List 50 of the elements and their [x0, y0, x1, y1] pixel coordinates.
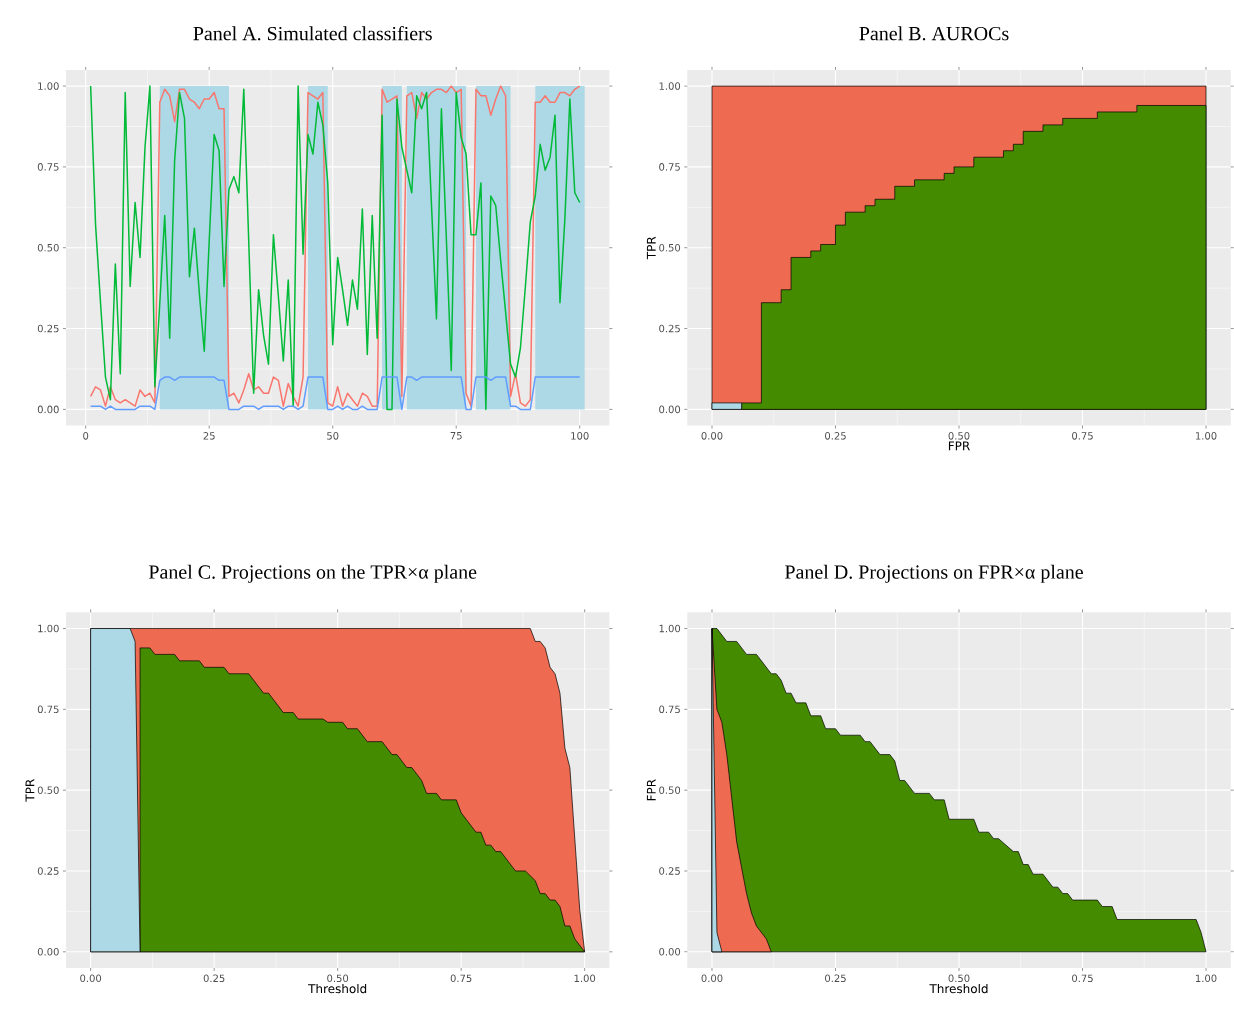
- y-axis-title: TPR: [25, 779, 35, 802]
- x-tick-label: 0.75: [1072, 974, 1093, 983]
- y-tick-label: 0.00: [659, 405, 681, 414]
- y-tick-label: 1.00: [659, 82, 681, 90]
- y-axis-title: TPR: [646, 236, 656, 260]
- x-tick-label: 0.50: [327, 974, 349, 983]
- x-axis-title: Threshold: [308, 983, 367, 994]
- chart-title: Panel A. Simulated classifiers: [193, 26, 432, 41]
- x-tick-label: 0.25: [825, 974, 846, 983]
- y-tick-label: 0.00: [37, 405, 59, 414]
- y-tick-label: 0.50: [37, 243, 59, 252]
- y-tick-label: 0.75: [37, 163, 59, 171]
- y-tick-label: 0.75: [659, 705, 680, 714]
- y-tick-label: 0.75: [659, 163, 680, 171]
- y-axis-title: FPR: [646, 779, 656, 801]
- y-tick-label: 0.25: [37, 324, 59, 333]
- chart-title: Panel C. Projections on the TPR×α plane: [148, 564, 477, 583]
- y-tick-label: 1.00: [38, 82, 59, 90]
- x-tick-label: 75: [450, 432, 462, 440]
- x-tick-label: 0: [83, 432, 89, 440]
- x-axis-title: FPR: [948, 441, 970, 451]
- y-tick-label: 1.00: [38, 624, 59, 633]
- y-tick-label: 0.00: [659, 948, 681, 956]
- x-tick-label: 0.75: [450, 974, 472, 983]
- x-tick-label: 0.25: [825, 432, 846, 440]
- y-tick-label: 1.00: [659, 624, 681, 633]
- x-axis-title: Threshold: [929, 983, 988, 994]
- x-tick-label: 0.00: [701, 974, 723, 983]
- chart-title: Panel B. AUROCs: [859, 26, 1009, 41]
- y-tick-label: 0.50: [659, 243, 681, 252]
- x-tick-label: 100: [571, 432, 589, 440]
- chart-title: Panel D. Projections on FPR×α plane: [785, 564, 1083, 583]
- y-tick-label: 0.50: [659, 786, 681, 794]
- x-tick-label: 1.00: [1195, 974, 1217, 983]
- y-tick-label: 0.75: [37, 705, 59, 714]
- x-tick-label: 1.00: [1195, 432, 1217, 440]
- x-tick-label: 0.50: [948, 974, 970, 983]
- x-tick-label: 0.00: [701, 432, 723, 440]
- x-tick-label: 25: [203, 432, 215, 440]
- y-tick-label: 0.25: [37, 867, 59, 875]
- x-tick-label: 0.00: [80, 974, 102, 983]
- y-tick-label: 0.25: [659, 324, 680, 333]
- x-tick-label: 50: [327, 432, 339, 440]
- x-tick-label: 1.00: [574, 974, 596, 983]
- y-tick-label: 0.25: [659, 867, 680, 875]
- x-tick-label: 0.25: [203, 974, 225, 983]
- y-tick-label: 0.50: [37, 786, 59, 794]
- x-tick-label: 0.50: [948, 432, 970, 440]
- y-tick-label: 0.00: [37, 948, 59, 956]
- x-tick-label: 0.75: [1072, 432, 1093, 440]
